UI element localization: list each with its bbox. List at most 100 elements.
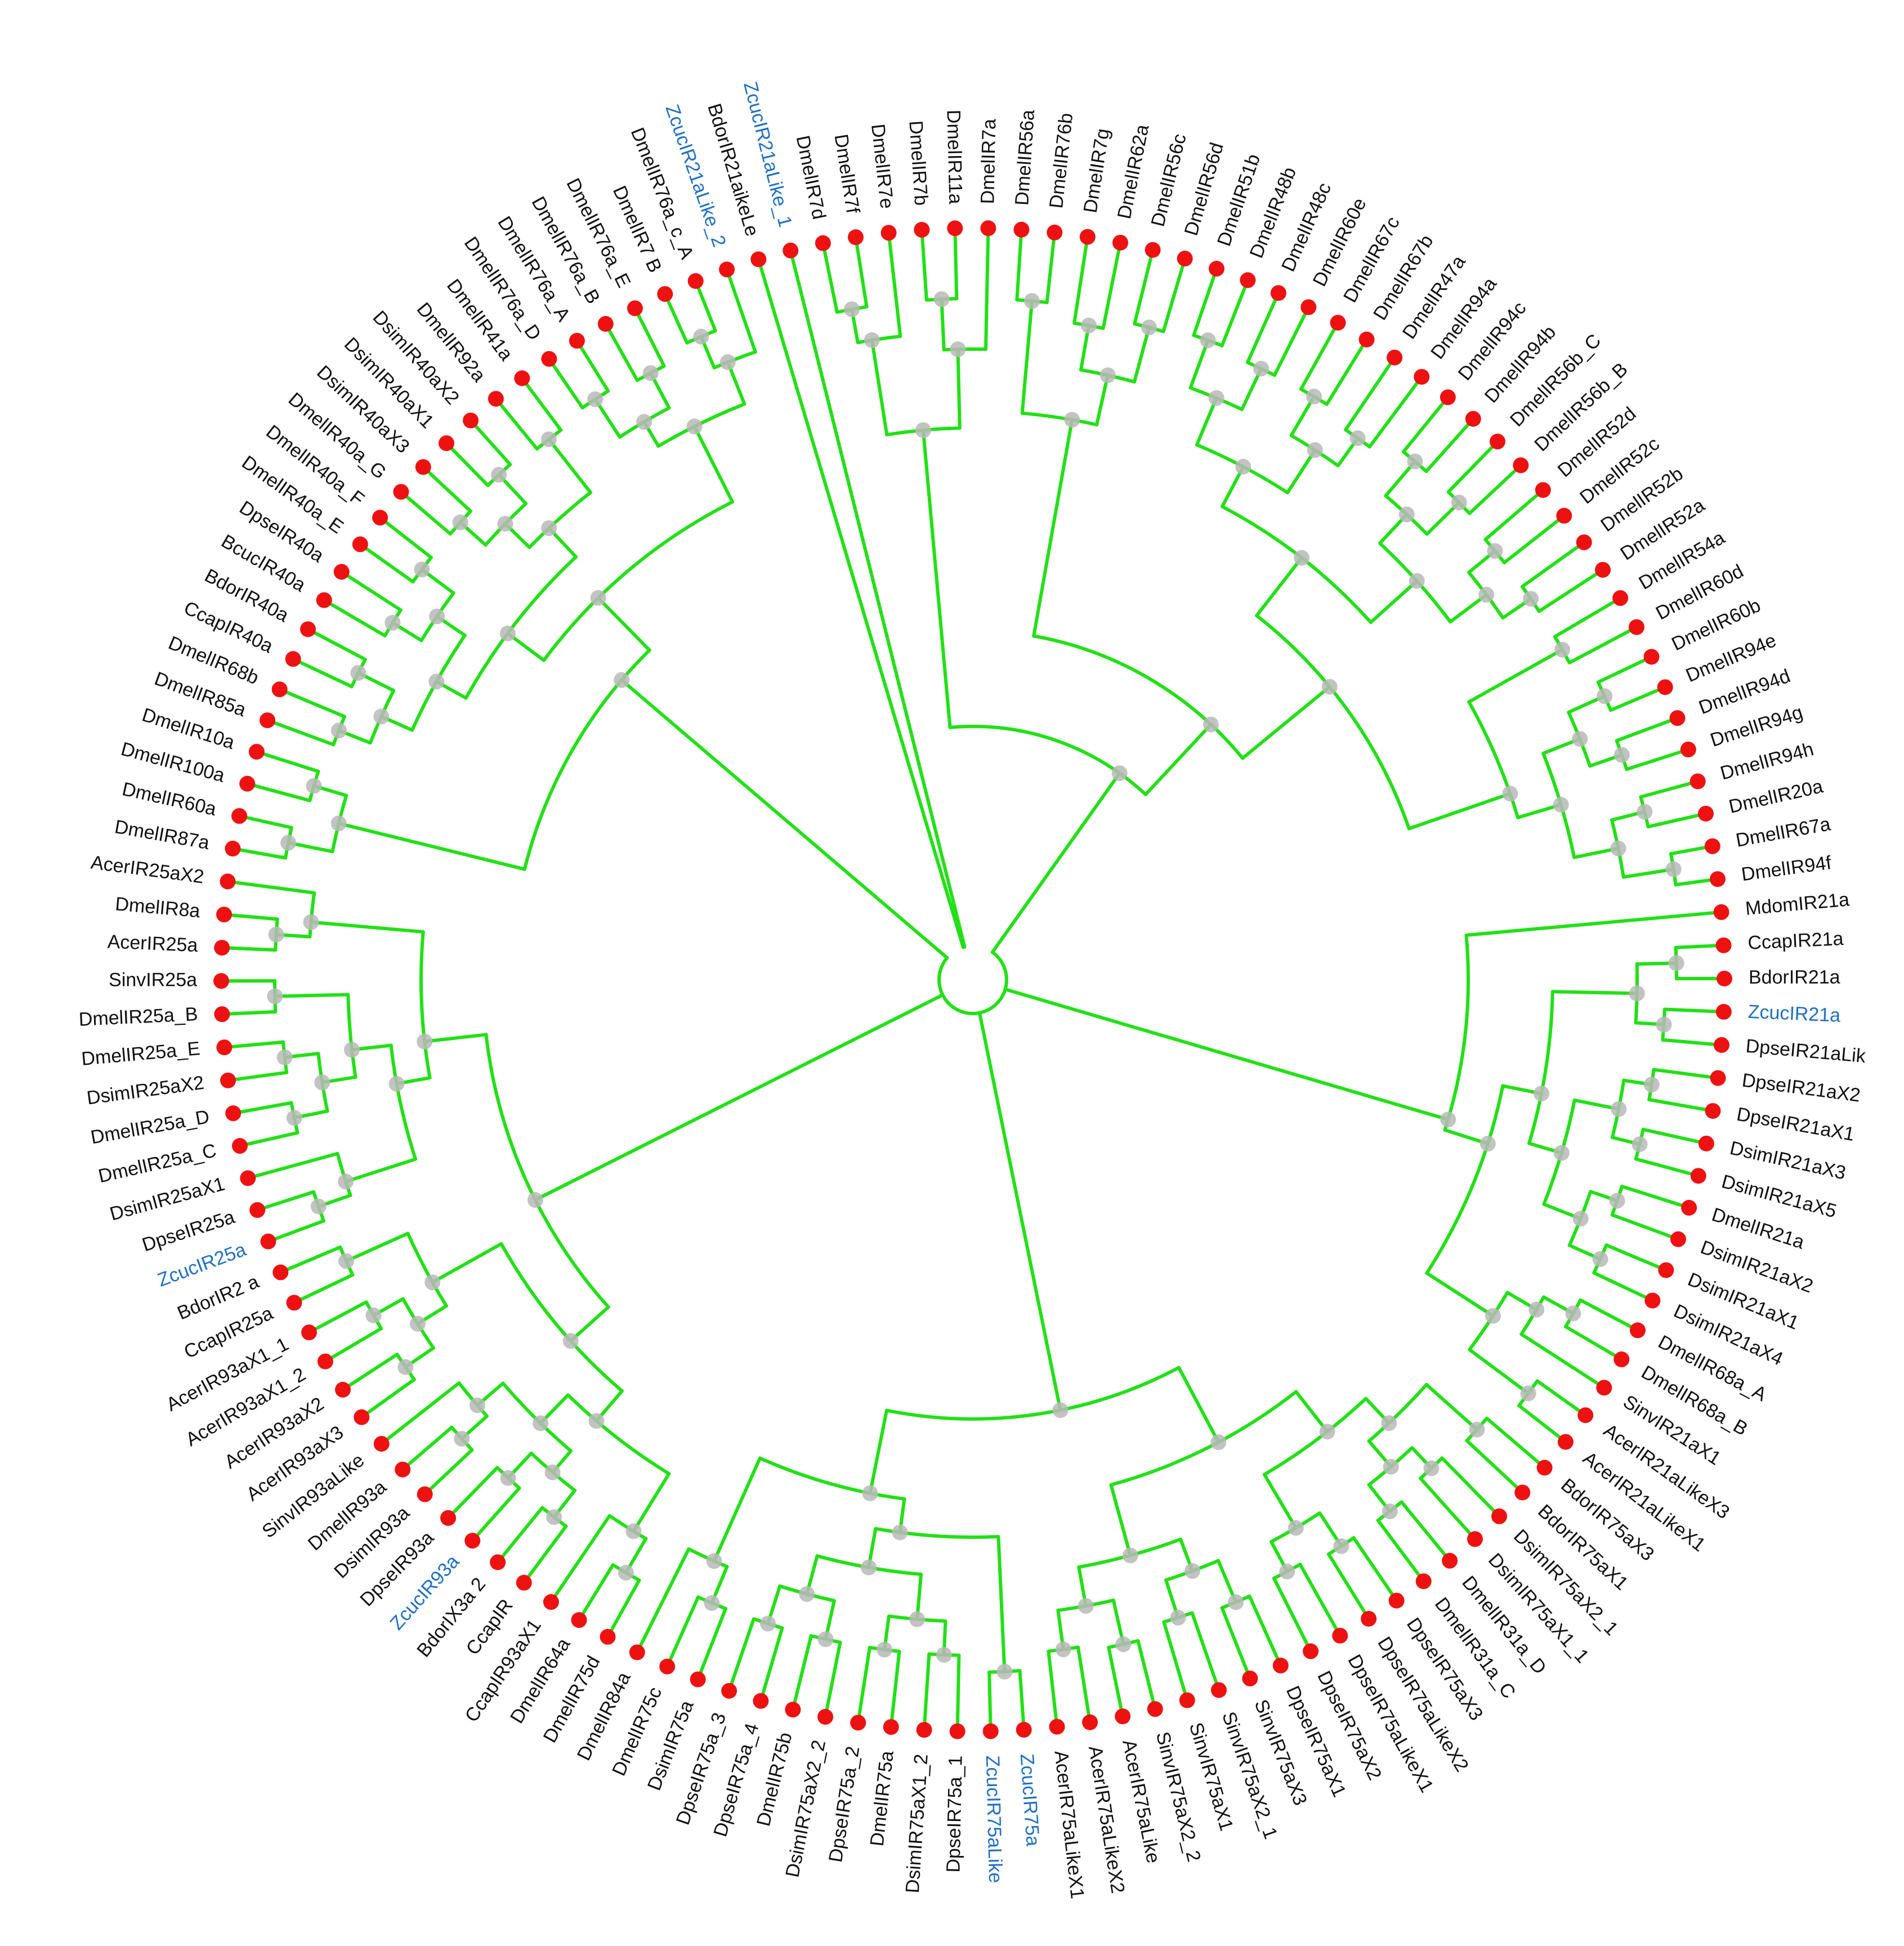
tree-branch	[279, 1245, 342, 1274]
tip-marker	[1016, 1721, 1032, 1738]
tree-branch	[358, 542, 415, 584]
internal-node-marker	[1052, 1402, 1069, 1418]
internal-node-marker	[1423, 1460, 1440, 1476]
tip-label: DmelIR7e	[867, 123, 898, 209]
tree-branch	[1195, 396, 1218, 447]
tree-branch	[1468, 463, 1523, 515]
tree-branch	[266, 718, 336, 747]
internal-node-marker	[429, 608, 445, 624]
tree-branch	[632, 1472, 671, 1533]
internal-nodes	[267, 291, 1684, 1680]
tree-branch	[868, 1408, 888, 1495]
tree-branch	[345, 1231, 410, 1263]
tip-label: DmelIR75b	[753, 1730, 797, 1828]
tip-marker	[1557, 1434, 1574, 1450]
tip-marker	[629, 1644, 645, 1661]
tree-branch	[1425, 1084, 1505, 1275]
tree-branch	[1109, 1390, 1298, 1487]
internal-node-marker	[1307, 442, 1323, 458]
tip-marker	[1013, 221, 1030, 238]
tip-label: DpseIR75a_1	[942, 1755, 966, 1873]
tip-marker	[240, 1170, 256, 1186]
tip-marker	[687, 273, 704, 289]
tree-branch	[1641, 1127, 1708, 1145]
tip-marker	[214, 1006, 230, 1023]
tip-marker	[335, 1382, 351, 1398]
tree-branch	[887, 231, 902, 338]
tree-branch	[1190, 1611, 1221, 1692]
tree-branch	[856, 1645, 871, 1725]
internal-node-marker	[1100, 367, 1116, 383]
internal-node-marker	[625, 1523, 642, 1539]
internal-node-marker	[1055, 1641, 1071, 1658]
internal-node-marker	[350, 665, 367, 681]
tip-marker	[220, 873, 236, 890]
tree-branch	[1440, 1456, 1501, 1518]
tree-branch	[596, 596, 651, 652]
tip-marker	[721, 1682, 738, 1699]
internal-node-marker	[497, 516, 513, 532]
tip-marker	[1536, 1460, 1553, 1476]
tree-branch	[1161, 257, 1187, 333]
tip-marker	[260, 1233, 276, 1249]
tip-marker	[1489, 434, 1505, 450]
tree-branch	[549, 1514, 611, 1604]
tip-label: AcerIR25a	[107, 931, 198, 956]
tree-branch	[1367, 375, 1424, 449]
internal-node-marker	[540, 431, 557, 448]
internal-node-marker	[1487, 543, 1503, 559]
tree-branch	[464, 555, 578, 700]
internal-node-marker	[1572, 731, 1588, 747]
tree-branch	[471, 1486, 521, 1543]
tree-branch	[1596, 655, 1653, 684]
tip-marker	[1709, 871, 1726, 887]
internal-node-marker	[909, 1611, 926, 1627]
tip-marker	[1669, 710, 1686, 726]
tip-label: AcerIR75aLikeX2	[1084, 1744, 1129, 1895]
tip-label: DsimIR40aX3	[312, 361, 413, 458]
tip-label: BdorIR21a	[1749, 967, 1840, 988]
tip-label: DmelIR62a	[1114, 123, 1154, 221]
tree-branch	[789, 248, 967, 949]
tip-marker	[1704, 838, 1720, 854]
tip-marker	[372, 510, 388, 526]
tree-branch	[1652, 1068, 1720, 1080]
internal-node-marker	[1480, 1136, 1496, 1152]
tree-branch	[238, 1131, 300, 1148]
internal-node-marker	[862, 1485, 878, 1501]
tip-label: DmelIR25a_E	[81, 1038, 201, 1070]
tip-marker	[1491, 1508, 1508, 1524]
tip-marker	[659, 1658, 676, 1675]
tip-marker	[1715, 1003, 1732, 1020]
tree-branch	[870, 338, 889, 436]
tip-label: DmelIR7g	[1080, 127, 1114, 215]
internal-node-marker	[373, 708, 390, 725]
tree-branch	[620, 678, 949, 960]
internal-node-marker	[915, 422, 931, 438]
tip-marker	[657, 286, 673, 302]
internal-node-marker	[587, 391, 604, 408]
internal-node-marker	[1407, 453, 1423, 470]
tree-branch	[1621, 867, 1675, 879]
tip-marker	[1208, 261, 1224, 277]
tree-branch	[692, 425, 734, 504]
tip-label: DpseIR21aX1	[1735, 1104, 1856, 1145]
tree-branch	[1639, 779, 1700, 799]
tip-label: DmelIR25a_D	[89, 1106, 211, 1148]
internal-node-marker	[1451, 494, 1467, 511]
tree-branch	[1604, 1243, 1668, 1272]
tip-marker	[1465, 410, 1481, 427]
tree-branch	[694, 279, 717, 333]
tree-branch	[1553, 596, 1623, 639]
tip-marker	[1179, 1692, 1195, 1708]
tree-branch	[635, 1547, 691, 1654]
tree-branch	[665, 1595, 700, 1668]
tree-branch	[401, 1425, 454, 1471]
tree-branch	[309, 920, 425, 934]
tree-branch	[1674, 943, 1726, 949]
tree-branch	[1015, 227, 1023, 302]
tip-marker	[1713, 1037, 1729, 1053]
tip-label: DmelIR56c	[1147, 132, 1191, 229]
tree-branch	[1162, 1620, 1189, 1702]
tree-branch	[1367, 1383, 1428, 1443]
